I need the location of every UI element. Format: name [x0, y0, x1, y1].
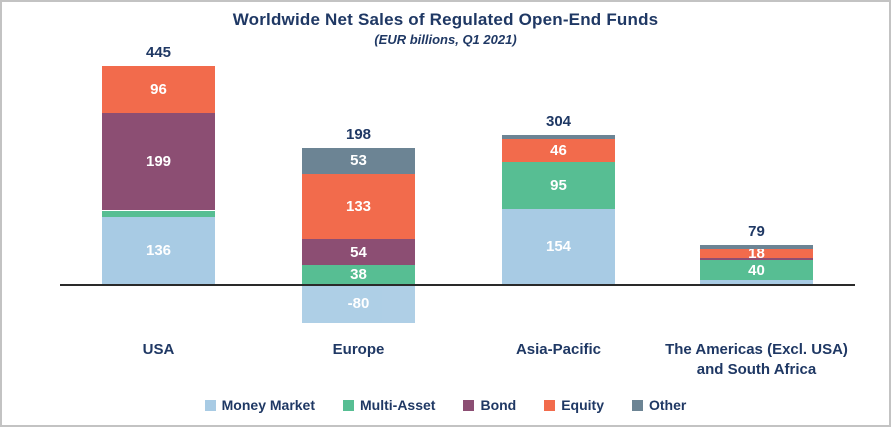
legend-label: Other	[649, 397, 687, 413]
bar-segment-asia-pacific-money-market: 154	[502, 208, 615, 284]
category-label-europe: Europe	[332, 341, 385, 358]
segment-value-label: 199	[145, 153, 172, 171]
legend-label: Money Market	[221, 397, 315, 413]
legend-label: Equity	[561, 397, 604, 413]
legend: Money Market Multi-Asset Bond Equity Other	[2, 397, 889, 413]
legend-label: Bond	[480, 397, 517, 413]
bar-segment-the-americas-excl-usa-and-south-africa-multi-asset: 40	[700, 260, 813, 281]
bar-segment-usa-bond: 199	[102, 112, 215, 211]
segment-value-label: 40	[748, 261, 765, 279]
bar-segment-europe-money-market: -80	[302, 284, 415, 324]
bar-segment-europe-multi-asset: 38	[302, 265, 415, 284]
segment-value-label: 154	[545, 237, 572, 255]
legend-item-equity: Equity	[544, 397, 604, 413]
segment-value-label: 96	[150, 80, 167, 98]
bar-total-label-europe: 198	[345, 125, 372, 143]
segment-value-label: 136	[145, 242, 172, 260]
other-swatch	[632, 399, 643, 411]
chart-title: Worldwide Net Sales of Regulated Open-En…	[232, 10, 659, 29]
bond-swatch	[463, 399, 475, 411]
segment-value-label: 54	[350, 243, 367, 261]
bar-segment-usa-money-market: 136	[102, 217, 215, 284]
chart-subtitle: (EUR billions, Q1 2021)	[374, 32, 517, 47]
bar-segment-the-americas-excl-usa-and-south-africa-bond	[700, 257, 813, 261]
segment-value-label: 133	[345, 197, 372, 215]
bar-total-label-usa: 445	[145, 43, 172, 61]
bar-total-label-the-americas-excl-usa-and-south-africa: 79	[748, 223, 765, 241]
legend-label: Multi-Asset	[360, 397, 436, 413]
legend-item-money-market: Money Market	[204, 397, 315, 413]
segment-value-label: 38	[350, 266, 367, 284]
x-axis-line	[60, 284, 855, 286]
bar-segment-usa-equity: 96	[102, 65, 215, 113]
category-label-usa: USA	[142, 341, 175, 358]
bar-total-label-asia-pacific: 304	[545, 113, 572, 131]
segment-value-label: 46	[550, 142, 567, 160]
category-label-asia-pacific: Asia-Pacific	[515, 341, 602, 358]
legend-item-other: Other	[632, 397, 686, 413]
bar-segment-asia-pacific-equity: 46	[502, 139, 615, 162]
bar-segment-asia-pacific-other	[502, 135, 615, 140]
bar-segment-the-americas-excl-usa-and-south-africa-other	[700, 245, 813, 249]
bar-segment-the-americas-excl-usa-and-south-africa-equity: 18	[700, 245, 813, 262]
segment-value-label: -80	[347, 295, 370, 313]
segment-value-label: 18	[748, 244, 765, 262]
legend-item-multi-asset: Multi-Asset	[343, 397, 435, 413]
money-market-swatch	[204, 399, 216, 411]
segment-value-label: 95	[550, 176, 567, 194]
bar-segment-europe-equity: 133	[302, 173, 415, 239]
segment-value-label: 53	[350, 152, 367, 170]
equity-swatch	[544, 399, 556, 411]
bar-segment-asia-pacific-multi-asset: 95	[502, 161, 615, 209]
bar-segment-usa-multi-asset	[102, 210, 215, 218]
category-label-the-americas-excl-usa-and-south-africa: The Americas (Excl. USA) and South Afric…	[665, 341, 848, 379]
bar-segment-the-americas-excl-usa-and-south-africa-money-market	[700, 280, 813, 284]
legend-item-bond: Bond	[463, 397, 516, 413]
bar-segment-europe-other: 53	[302, 147, 415, 174]
multi-asset-swatch	[343, 399, 354, 411]
bar-segment-europe-bond: 54	[302, 238, 415, 266]
